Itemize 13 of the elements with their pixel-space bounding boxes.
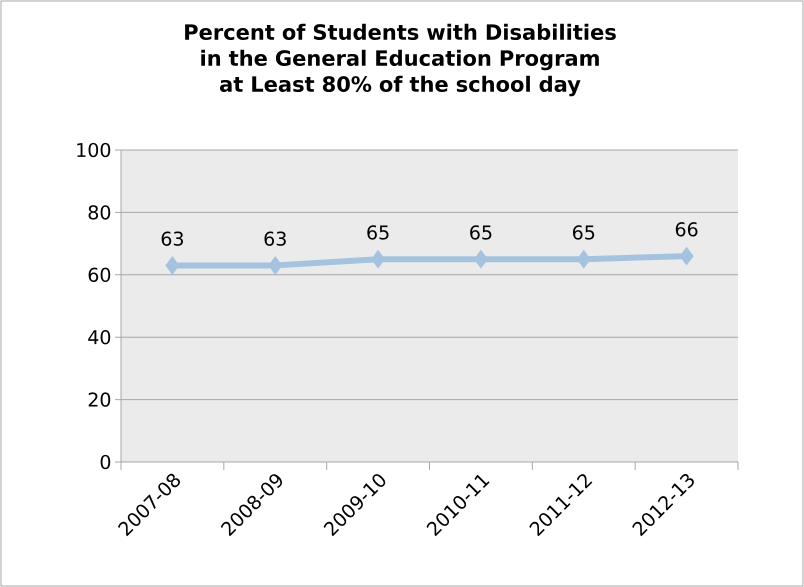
y-tick-label: 40 (88, 330, 110, 344)
data-label: 65 (470, 225, 492, 240)
data-label: 63 (162, 231, 183, 246)
y-tick-label: 0 (100, 454, 110, 470)
y-tick-label: 100 (77, 142, 110, 158)
y-tick-label: 80 (88, 205, 110, 220)
y-tick-label: 60 (88, 268, 110, 282)
chart-title: Percent of Students with Disabilities in the General Education Program at Least 80% of the school day (185, 24, 616, 96)
y-tick-label: 20 (88, 392, 110, 407)
data-label: 63 (264, 231, 286, 246)
data-label: 66 (676, 222, 698, 236)
data-label: 65 (572, 225, 594, 240)
data-label: 65 (367, 225, 389, 240)
